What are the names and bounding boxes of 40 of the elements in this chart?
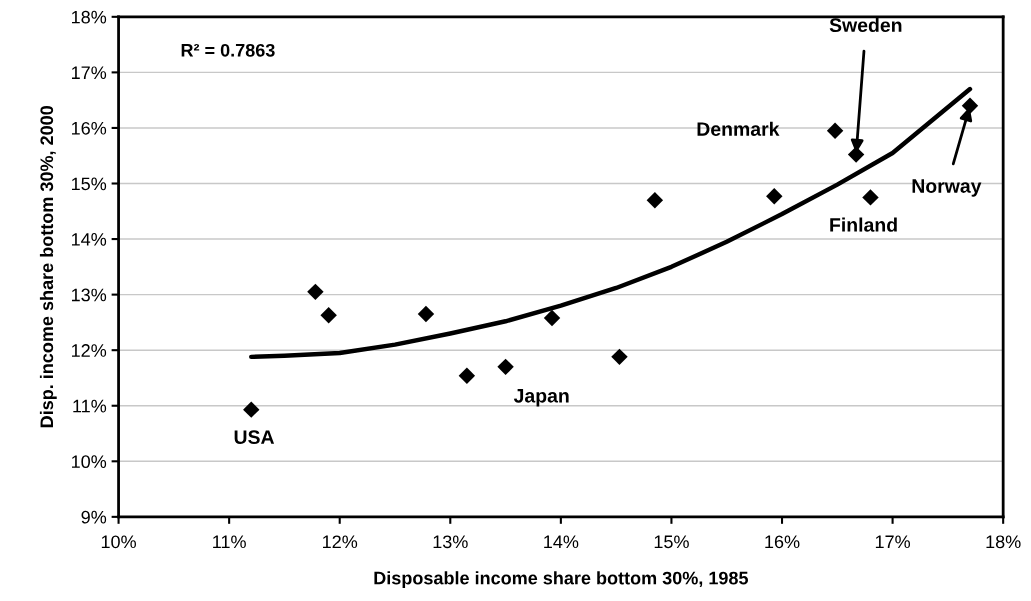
annotation: USA [234, 430, 275, 445]
point [826, 122, 844, 139]
x-tick-label: 17% [875, 535, 911, 549]
y-tick-label: 15% [72, 177, 107, 191]
annotation: Norway [912, 179, 982, 197]
y-tick-label: 14% [72, 233, 107, 246]
x-tick-label: 13% [433, 535, 468, 549]
point [458, 367, 476, 384]
y-axis-title: Disp. income share bottom 30%, 2000 [39, 106, 57, 428]
y-tick-label: 17% [72, 66, 107, 80]
x-tick-label: 10% [101, 535, 136, 549]
x-tick-label: 16% [765, 535, 800, 549]
point [417, 305, 435, 323]
x-tick-label: 18% [986, 535, 1021, 549]
point [307, 283, 324, 301]
x-tick-label: 11% [213, 535, 246, 549]
point [646, 191, 664, 209]
point [543, 309, 561, 327]
annotation: Denmark [697, 121, 780, 136]
y-tick-label: 9% [81, 510, 107, 524]
point [243, 401, 260, 418]
point [862, 189, 879, 206]
y-tick-label: 18% [72, 10, 107, 24]
point [497, 358, 514, 376]
point [766, 188, 783, 205]
point [611, 348, 628, 366]
annotation: Sweden [829, 17, 902, 33]
x-axis-title: Disposable income share bottom 30%, 1985 [374, 571, 749, 589]
point [320, 306, 337, 324]
annotation: Japan [513, 389, 569, 407]
y-tick-label: 10% [72, 455, 107, 469]
y-tick-label: 12% [72, 344, 107, 357]
y-tick-label: 11% [73, 399, 107, 413]
annotation: R² = 0.7863 [181, 43, 275, 57]
y-tick-label: 13% [72, 288, 107, 302]
annotation: Finland [830, 217, 897, 232]
y-tick-label: 16% [72, 121, 107, 135]
x-tick-label: 12% [323, 535, 358, 549]
x-tick-label: 15% [654, 535, 689, 549]
x-tick-label: 14% [544, 535, 579, 549]
